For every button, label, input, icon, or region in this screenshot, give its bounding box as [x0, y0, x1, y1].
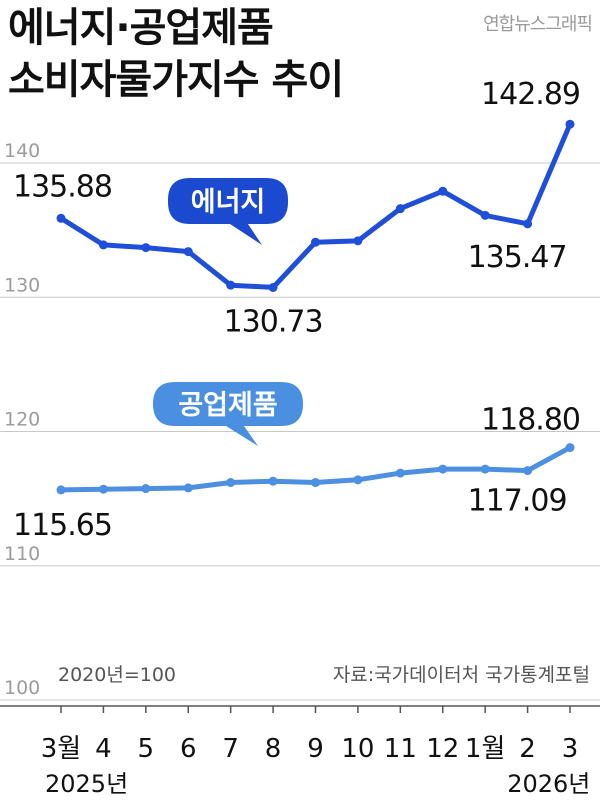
- x-tick-label: 6: [180, 734, 197, 764]
- data-point: [523, 219, 533, 229]
- data-point: [141, 243, 151, 253]
- data-label: 135.47: [468, 240, 567, 275]
- data-point: [480, 464, 490, 474]
- data-point: [98, 240, 108, 250]
- x-tick-label: 10: [341, 734, 374, 764]
- x-tick-label: 1월: [465, 734, 505, 764]
- y-tick-label-140: 140: [4, 140, 40, 162]
- x-tick-label: 2: [519, 734, 536, 764]
- data-point: [183, 483, 193, 493]
- data-point: [353, 475, 363, 485]
- data-point: [480, 210, 490, 220]
- x-tick-label: 12: [426, 734, 459, 764]
- data-point: [141, 484, 151, 494]
- data-point: [311, 237, 320, 247]
- credit-text: 연합뉴스그래픽: [483, 14, 593, 35]
- data-label: 130.73: [224, 304, 323, 339]
- y-tick-label-110: 110: [4, 543, 40, 565]
- energy-bubble: [168, 178, 288, 245]
- x-tick-label: 3월: [41, 734, 81, 764]
- data-point: [565, 443, 575, 453]
- year-label: 2026년: [507, 770, 590, 798]
- industrial-legend-label: 공업제품: [178, 390, 277, 421]
- data-point: [268, 282, 278, 292]
- energy-legend-label: 에너지: [191, 187, 266, 218]
- y-tick-label-100: 100: [4, 677, 40, 699]
- data-point: [565, 119, 575, 129]
- data-label: 135.88: [13, 169, 112, 204]
- data-point: [226, 478, 236, 488]
- y-tick-label-130: 130: [4, 274, 40, 296]
- title-line-2: 소비자물가지수 추이: [8, 57, 344, 103]
- data-point: [98, 484, 108, 494]
- x-tick-label: 8: [265, 734, 282, 764]
- base-year-note: 2020년=100: [58, 664, 176, 686]
- x-tick-label: 4: [95, 734, 112, 764]
- industrial-bubble: [153, 382, 303, 446]
- data-label: 117.09: [468, 484, 567, 519]
- data-point: [438, 186, 448, 196]
- source-note: 자료:국가데이터처 국가통계포털: [333, 664, 590, 686]
- data-point: [438, 464, 448, 474]
- data-point: [395, 468, 405, 478]
- data-point: [56, 213, 66, 223]
- data-point: [226, 280, 236, 290]
- data-label: 115.65: [13, 508, 112, 543]
- x-tick-label: 3: [562, 734, 579, 764]
- year-label: 2025년: [45, 770, 128, 798]
- data-point: [523, 466, 533, 476]
- data-point: [268, 476, 278, 486]
- y-tick-label-120: 120: [4, 409, 40, 431]
- data-label: 142.89: [481, 77, 580, 112]
- data-point: [183, 247, 193, 257]
- title-line-1: 에너지·공업제품: [8, 5, 274, 51]
- data-point: [353, 236, 363, 246]
- data-point: [395, 204, 405, 214]
- data-point: [311, 478, 320, 488]
- x-tick-label: 5: [138, 734, 155, 764]
- x-tick-label: 11: [384, 734, 417, 764]
- x-tick-label: 9: [307, 734, 324, 764]
- data-point: [56, 485, 66, 495]
- x-tick-label: 7: [222, 734, 239, 764]
- data-label: 118.80: [481, 403, 580, 438]
- chart-title: 에너지·공업제품 소비자물가지수 추이: [8, 2, 428, 106]
